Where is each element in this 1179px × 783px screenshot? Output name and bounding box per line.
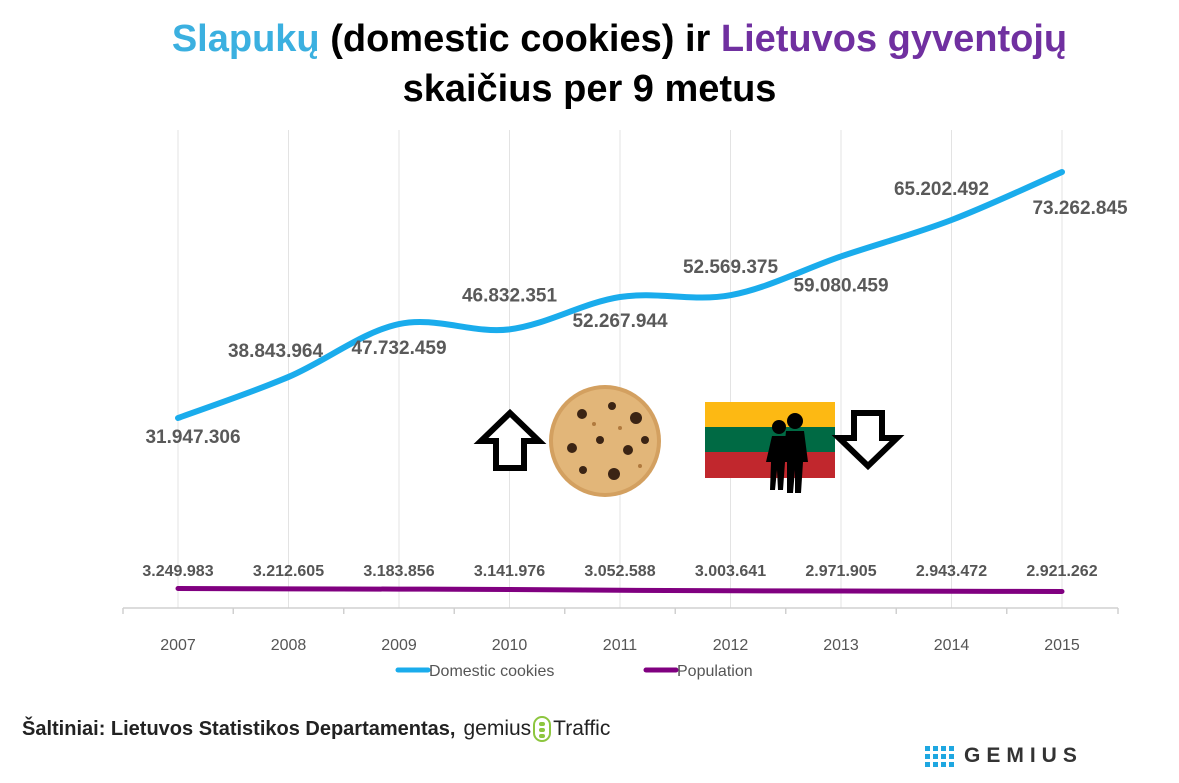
x-tick-label: 2008 [271,637,307,654]
data-label-population: 3.141.976 [474,563,545,580]
x-tick-label: 2012 [713,637,749,654]
data-label-population: 3.183.856 [363,563,434,580]
title-line-2: skaičius per 9 metus [402,68,777,110]
series-lines [175,169,1065,594]
gemius-logo-text: GEMIUS [964,744,1083,767]
legend: Domestic cookies Population [395,663,753,680]
data-label-domestic-cookies: 65.202.492 [894,179,989,200]
data-label-domestic-cookies: 38.843.964 [228,341,324,362]
data-label-domestic-cookies: 52.267.944 [572,311,668,332]
up-arrow-icon [473,408,547,471]
gemius-logo: GEMIUS [925,744,1083,768]
data-label-domestic-cookies: 52.569.375 [683,257,779,278]
data-label-domestic-cookies: 31.947.306 [145,427,240,448]
data-label-domestic-cookies: 46.832.351 [462,285,558,306]
data-label-population: 2.943.472 [916,563,987,580]
x-tick-label: 2007 [160,637,196,654]
data-label-population: 3.212.605 [253,563,324,580]
data-label-population: 2.921.262 [1026,563,1097,580]
title-part-population: Lietuvos gyventojų [720,18,1068,60]
source-text: Šaltiniai: Lietuvos Statistikos Departam… [22,717,456,740]
x-tick-label: 2013 [823,637,859,654]
legend-label: Population [677,663,753,680]
x-tick-label: 2009 [381,637,417,654]
gemius-traffic-brand-left: gemius [463,717,532,740]
data-label-population: 3.003.641 [695,563,766,580]
cookie-image [549,385,661,497]
data-label-domestic-cookies: 47.732.459 [351,338,446,359]
data-labels: 31.947.306 38.843.964 47.732.459 46.832.351… [142,179,1128,580]
data-label-population: 2.971.905 [805,563,876,580]
source-footer: Šaltiniai: Lietuvos Statistikos Departam… [22,716,610,742]
down-arrow-icon [831,410,905,471]
series-line-domestic-cookies [175,169,1065,421]
grid-lines [177,130,1063,608]
line-chart: 2007 2008 2009 2010 2011 2012 2013 2014 2015 31.… [122,130,1128,680]
data-label-population: 3.052.588 [584,563,655,580]
gemius-traffic-brand-right: Traffic [553,717,611,740]
legend-label: Domestic cookies [429,663,554,680]
traffic-light-icon [533,716,552,742]
x-tick-label: 2015 [1044,637,1080,654]
chart-title: Slapukų (domestic cookies) ir Lietuvos g… [0,14,1179,114]
x-tick-label: 2014 [934,637,970,654]
x-tick-label: 2011 [603,637,638,654]
data-label-domestic-cookies: 59.080.459 [793,275,888,296]
series-line-population [175,586,1065,594]
gemius-traffic-logo: gemius Traffic [463,716,610,742]
gemius-dots-icon [925,745,954,767]
data-label-domestic-cookies: 73.262.845 [1032,198,1128,219]
title-part-middle: (domestic cookies) ir [319,18,721,60]
x-tick-label: 2010 [492,637,528,654]
data-label-population: 3.249.983 [142,563,213,580]
x-axis: 2007 2008 2009 2010 2011 2012 2013 2014 2015 [122,607,1119,654]
title-part-cookies: Slapukų [171,18,320,60]
lithuania-flag-with-people [705,402,835,493]
